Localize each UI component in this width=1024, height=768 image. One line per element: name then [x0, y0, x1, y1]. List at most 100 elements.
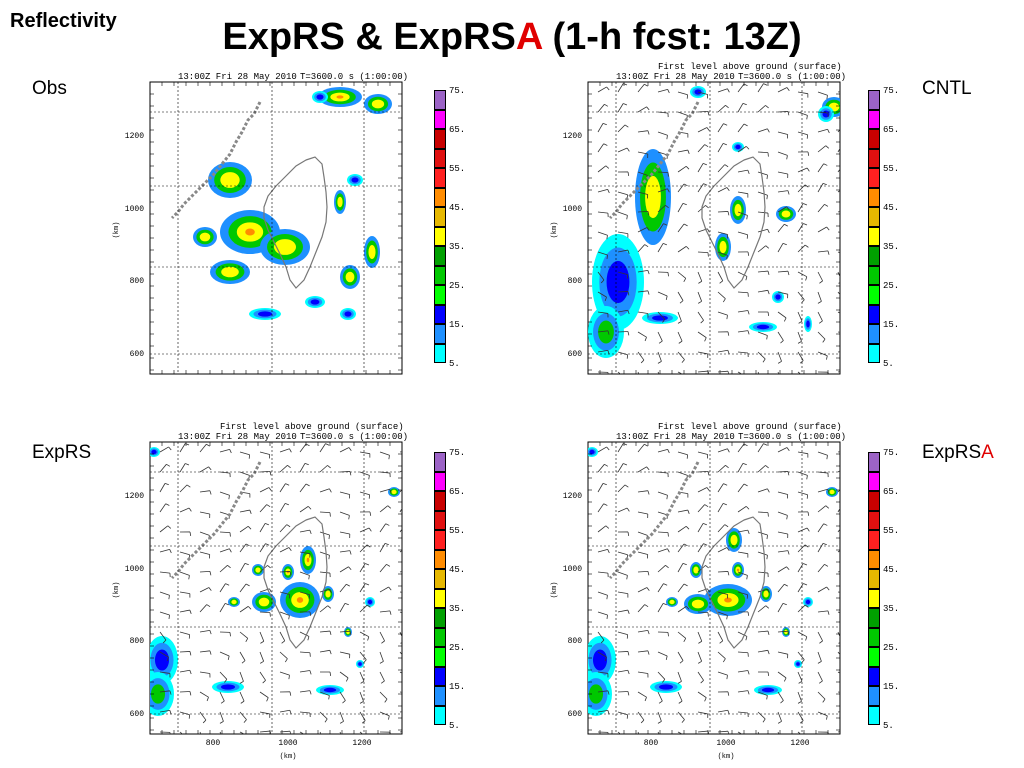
wind-barb: [817, 691, 826, 703]
y-tick-label: 800: [568, 277, 583, 286]
wind-barb: [399, 549, 402, 553]
echo-cell: [258, 597, 270, 607]
wind-barb: [259, 523, 269, 533]
legend-swatch: [868, 129, 880, 149]
wind-barb: [817, 271, 823, 284]
wind-barb: [657, 188, 670, 193]
wind-barb: [777, 131, 789, 139]
coastline: [170, 101, 262, 220]
legend-swatch: [434, 569, 446, 589]
wind-barb: [179, 711, 191, 719]
echo-cell: [245, 228, 255, 236]
wind-barb: [597, 690, 610, 695]
wind-barb: [637, 83, 648, 93]
wind-barb: [757, 371, 760, 374]
map-panel-cntl: 1200 1000 800 600 (km) First level above gro…: [548, 62, 898, 402]
panel-time-text: 13:00Z Fri 28 May 2010: [178, 432, 297, 442]
wind-barb: [717, 331, 730, 336]
wind-barb: [797, 691, 802, 704]
wind-barb: [837, 271, 840, 284]
wind-barb: [597, 311, 609, 318]
wind-barb: [199, 551, 211, 559]
wind-barb: [797, 91, 809, 98]
wind-barb: [617, 463, 628, 473]
wind-barb: [259, 651, 265, 664]
legend-swatch: [868, 452, 880, 472]
wind-barb: [657, 471, 669, 478]
x-tick-label: 1000: [716, 739, 735, 748]
wind-barb: [199, 629, 212, 635]
legend-swatch: [868, 608, 880, 628]
legend-swatch: [434, 686, 446, 706]
legend-swatch: [868, 530, 880, 550]
wind-barb: [817, 203, 829, 213]
y-tick-label: 800: [130, 637, 145, 646]
wind-barb: [737, 102, 747, 113]
wind-barb: [179, 669, 192, 675]
wind-barb: [159, 571, 171, 578]
wind-barb: [797, 371, 802, 374]
legend-swatch: [868, 686, 880, 706]
y-axis-label: (km): [551, 582, 559, 599]
wind-barb: [637, 371, 640, 374]
legend-swatch: [868, 647, 880, 667]
map-plot: 1200 1000 800 600 (km): [551, 81, 841, 375]
wind-barb: [219, 565, 231, 573]
wind-barb: [359, 671, 365, 684]
legend-label: 45.: [449, 565, 466, 575]
wind-barb: [657, 205, 669, 213]
wind-barb: [159, 525, 172, 533]
wind-barb: [199, 650, 212, 655]
wind-barb: [199, 443, 210, 453]
echo-cell: [592, 649, 608, 671]
wind-barb: [239, 543, 250, 553]
wind-barb: [597, 671, 609, 678]
plot-content: [150, 442, 402, 734]
wind-barb: [777, 223, 788, 233]
wind-barb: [737, 571, 748, 580]
wind-barb: [737, 123, 748, 133]
wind-barb: [379, 505, 392, 513]
wind-barb: [657, 491, 668, 500]
wind-barb: [677, 451, 689, 459]
wind-barb: [817, 523, 828, 533]
wind-barb: [637, 711, 645, 724]
wind-barb: [797, 111, 808, 120]
wind-barb: [379, 671, 385, 684]
echo-cell: [344, 311, 352, 317]
wind-barb: [597, 591, 608, 600]
wind-barb: [617, 124, 629, 133]
legend-swatch: [434, 168, 446, 188]
wind-barb: [259, 691, 269, 702]
wind-barb: [737, 462, 747, 473]
echo-cell: [606, 260, 630, 304]
wind-barb: [717, 164, 729, 173]
echo-cell: [323, 687, 337, 693]
wind-barb: [737, 443, 748, 453]
wind-barb: [617, 271, 629, 279]
wind-barb: [677, 246, 690, 253]
legend-label: 75.: [883, 86, 900, 96]
wind-barb: [379, 488, 392, 494]
wind-barb: [717, 611, 728, 620]
wind-barb: [339, 711, 344, 724]
wind-barb: [797, 511, 810, 516]
wind-barb: [777, 671, 787, 682]
legend-swatch: [868, 510, 880, 530]
wind-barb: [717, 311, 728, 320]
wind-barb: [837, 351, 840, 353]
wind-barb: [279, 503, 290, 513]
echo-cell: [336, 95, 344, 99]
wind-barb: [617, 103, 628, 113]
wind-barb: [817, 671, 823, 684]
wind-barb: [279, 448, 292, 453]
wind-barb: [717, 465, 729, 473]
wind-barb: [777, 566, 790, 573]
echo-cell: [763, 590, 769, 598]
legend-label: 65.: [883, 125, 900, 135]
legend-label: 15.: [449, 320, 466, 330]
wind-barb: [219, 531, 231, 537]
wind-barb: [677, 271, 687, 283]
wind-barb: [777, 270, 790, 276]
echo-cell: [220, 684, 236, 690]
